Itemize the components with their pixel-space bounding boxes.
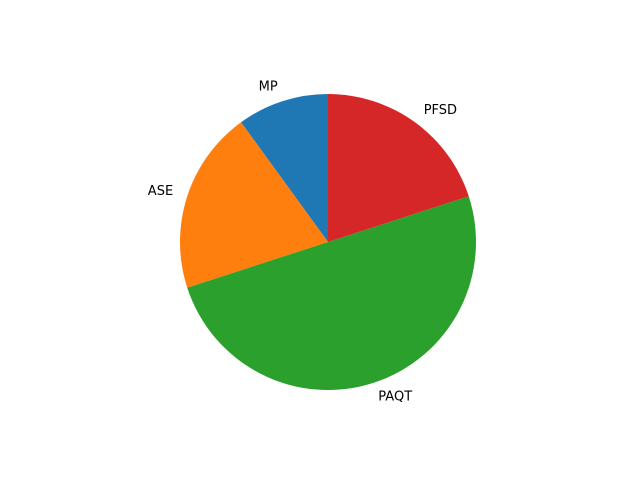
pie-slice-paqt bbox=[187, 196, 477, 391]
pie-label-pfsd: PFSD bbox=[424, 103, 457, 118]
pie-labels: MP ASE PAQT PFSD bbox=[148, 80, 457, 405]
pie-label-paqt: PAQT bbox=[378, 389, 412, 404]
pie-slice-mp bbox=[241, 94, 328, 242]
pie-label-mp: MP bbox=[259, 80, 278, 95]
pie-slice-ase bbox=[179, 122, 328, 288]
pie-slice-pfsd bbox=[328, 94, 469, 242]
pie-label-ase: ASE bbox=[148, 184, 173, 199]
pie-slices bbox=[179, 94, 477, 391]
